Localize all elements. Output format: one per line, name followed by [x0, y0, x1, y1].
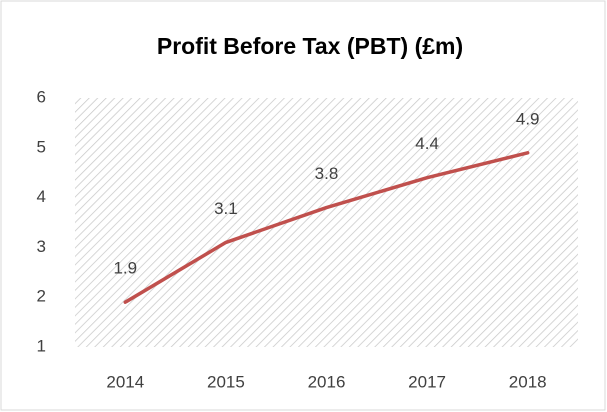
y-tick-label: 3 — [37, 237, 46, 256]
y-tick-label: 4 — [37, 187, 46, 206]
chart-title: Profit Before Tax (PBT) (£m) — [157, 33, 463, 59]
x-tick-label: 2015 — [207, 372, 245, 391]
data-label: 3.1 — [214, 199, 238, 218]
line — [123, 151, 530, 304]
x-tick-label: 2018 — [509, 372, 547, 391]
data-label: 4.9 — [516, 109, 540, 128]
x-tick-label: 2017 — [408, 372, 446, 391]
x-tick-label: 2014 — [106, 372, 144, 391]
y-tick-label: 5 — [37, 137, 46, 156]
data-label: 1.9 — [113, 259, 137, 278]
data-label: 3.8 — [315, 164, 339, 183]
plot-area — [75, 98, 578, 347]
data-label: 4.4 — [415, 134, 439, 153]
y-tick-label: 1 — [37, 336, 46, 355]
x-tick-label: 2016 — [308, 372, 346, 391]
y-tick-label: 2 — [37, 287, 46, 306]
y-tick-label: 6 — [37, 87, 46, 106]
